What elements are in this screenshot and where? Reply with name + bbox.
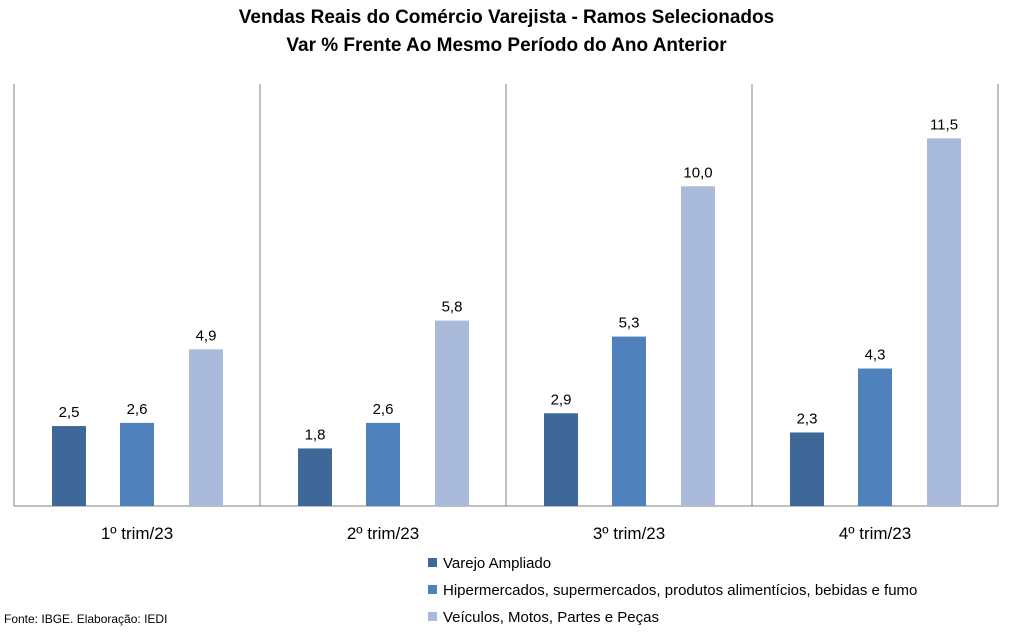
bar (189, 349, 223, 506)
data-label: 5,3 (619, 315, 640, 332)
data-label: 4,3 (865, 347, 886, 364)
bar (120, 422, 154, 506)
x-tick-label: 1º trim/23 (101, 524, 173, 543)
data-label: 2,6 (373, 401, 394, 418)
bar (52, 426, 86, 506)
data-label: 2,5 (59, 404, 80, 421)
data-label: 2,6 (127, 401, 148, 418)
bar (612, 336, 646, 506)
data-label: 4,9 (196, 327, 217, 344)
legend-item: Hipermercados, supermercados, produtos a… (428, 579, 917, 606)
data-label: 5,8 (442, 299, 463, 316)
legend-label: Hipermercados, supermercados, produtos a… (443, 582, 918, 599)
legend-swatch (428, 585, 437, 594)
bar (927, 138, 961, 506)
data-label: 10,0 (683, 164, 712, 181)
source-note: Fonte: IBGE. Elaboração: IEDI (4, 612, 168, 626)
bar (435, 320, 469, 506)
legend-label: Veículos, Motos, Partes e Peças (443, 609, 659, 626)
data-label: 1,8 (305, 426, 326, 443)
data-label: 2,9 (551, 391, 572, 408)
legend: Varejo Ampliado Hipermercados, supermerca… (428, 552, 917, 633)
bar (544, 413, 578, 506)
bar (681, 186, 715, 506)
legend-item: Varejo Ampliado (428, 552, 917, 579)
legend-swatch (428, 558, 437, 567)
legend-label: Varejo Ampliado (443, 555, 552, 572)
bar (790, 432, 824, 506)
data-label: 2,3 (797, 410, 818, 427)
x-tick-label: 2º trim/23 (347, 524, 419, 543)
data-label: 11,5 (930, 116, 958, 133)
bar (298, 448, 332, 506)
legend-item: Veículos, Motos, Partes e Peças (428, 606, 917, 633)
x-tick-label: 4º trim/23 (839, 524, 911, 543)
chart-subtitle: Var % Frente Ao Mesmo Período do Ano Ant… (286, 35, 727, 56)
x-tick-label: 3º trim/23 (593, 524, 665, 543)
bar (858, 368, 892, 506)
chart-title: Vendas Reais do Comércio Varejista - Ram… (238, 7, 775, 28)
bar (366, 422, 400, 506)
legend-swatch (428, 612, 437, 621)
